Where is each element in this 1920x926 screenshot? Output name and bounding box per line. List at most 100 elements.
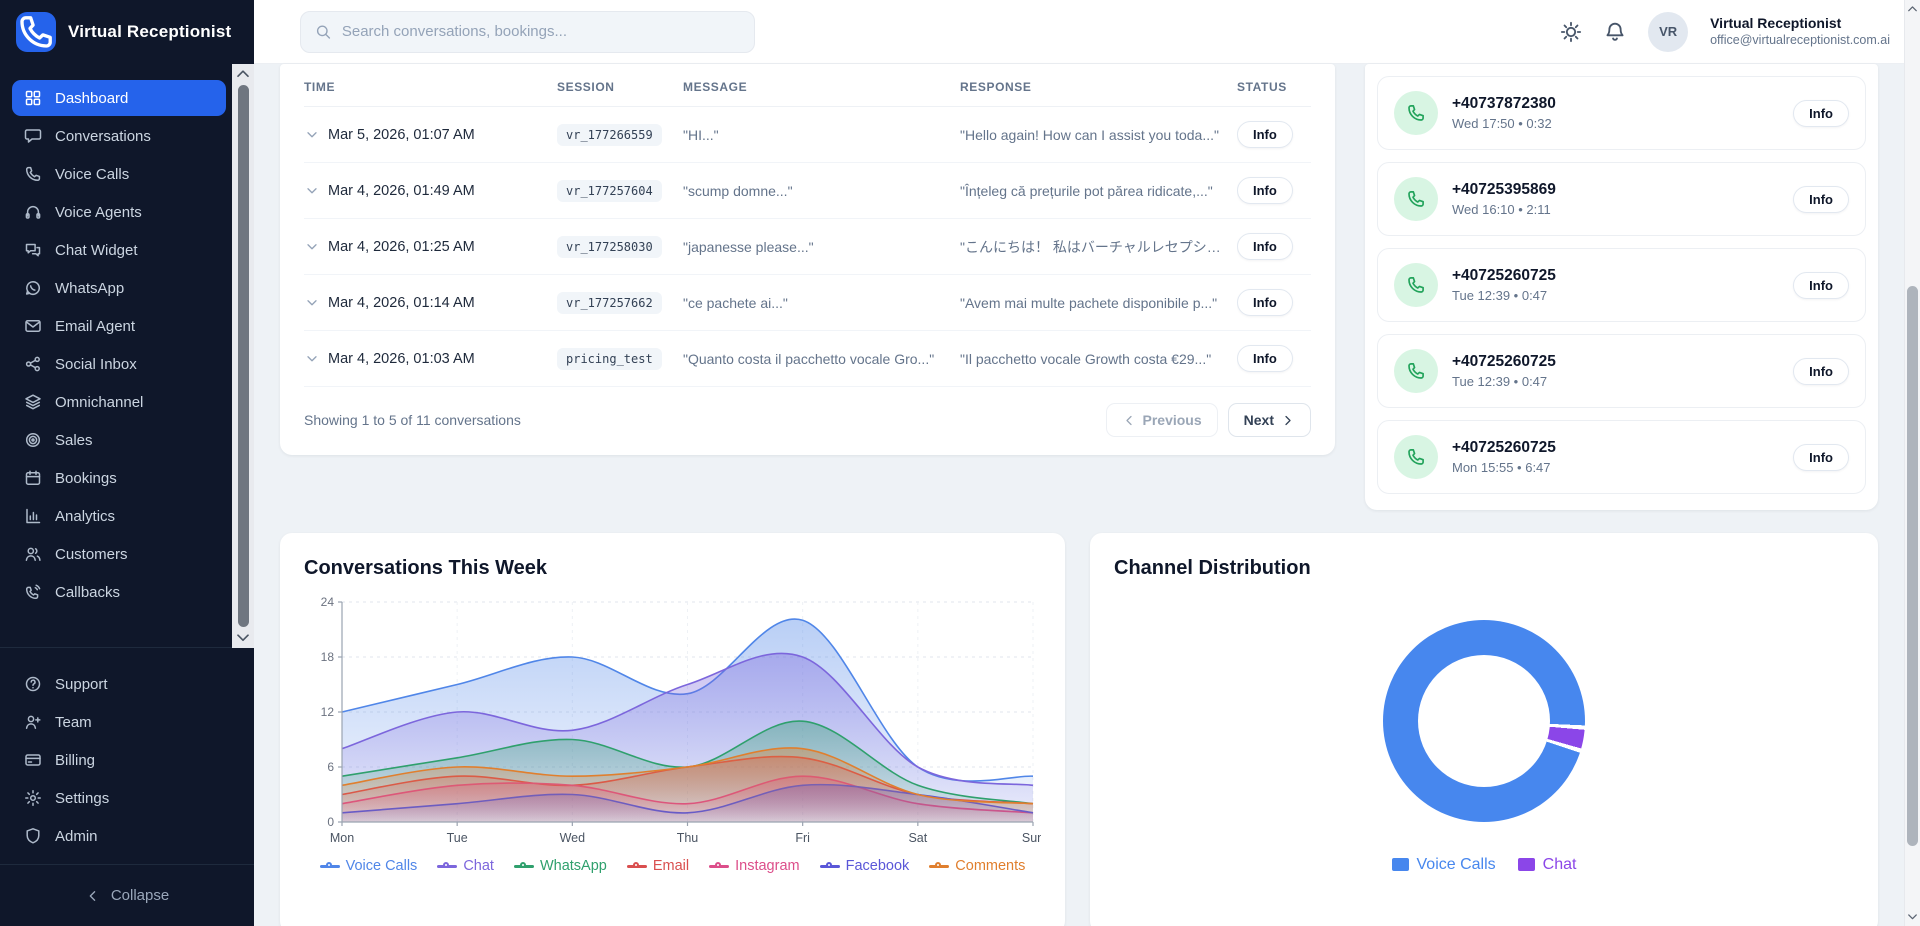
sidebar-scrollbar-thumb[interactable] — [237, 85, 249, 627]
sidebar-item-label: Bookings — [55, 469, 117, 487]
row-message: "ce pachete ai..." — [683, 294, 788, 311]
search-input[interactable] — [341, 23, 740, 40]
sidebar-item-voice-agents[interactable]: Voice Agents — [12, 194, 226, 230]
scroll-up-icon[interactable] — [1905, 0, 1920, 18]
sidebar-item-callbacks[interactable]: Callbacks — [12, 574, 226, 610]
sidebar-item-email-agent[interactable]: Email Agent — [12, 308, 226, 344]
sidebar-item-bookings[interactable]: Bookings — [12, 460, 226, 496]
svg-text:Thu: Thu — [677, 831, 699, 845]
call-list-item[interactable]: +40725260725 Mon 15:55 • 6:47 Info — [1377, 420, 1866, 494]
call-time-duration: Tue 12:39 • 0:47 — [1452, 288, 1548, 303]
legend-item-comments[interactable]: Comments — [929, 858, 1025, 874]
legend-item-instagram[interactable]: Instagram — [709, 858, 800, 874]
window-scrollbar[interactable] — [1904, 0, 1920, 926]
call-list-item[interactable]: +40725260725 Tue 12:39 • 0:47 Info — [1377, 334, 1866, 408]
table-row[interactable]: Mar 4, 2026, 01:03 AM pricing_test "Quanto… — [304, 331, 1311, 387]
expand-row-chevron-icon[interactable] — [304, 295, 320, 311]
search-box — [300, 10, 755, 53]
sidebar-item-dashboard[interactable]: Dashboard — [12, 80, 226, 116]
sidebar-item-settings[interactable]: Settings — [12, 780, 240, 816]
sidebar-item-social-inbox[interactable]: Social Inbox — [12, 346, 226, 382]
call-info-button[interactable]: Info — [1793, 443, 1849, 471]
sidebar-collapse-button[interactable]: Collapse — [0, 865, 254, 926]
info-button[interactable]: Info — [1237, 121, 1293, 148]
info-button[interactable]: Info — [1237, 345, 1293, 372]
legend-swatch — [1517, 858, 1535, 871]
theme-toggle-sun-icon[interactable] — [1560, 21, 1582, 43]
call-list-item[interactable]: +40725395869 Wed 16:10 • 2:11 Info — [1377, 162, 1866, 236]
next-button[interactable]: Next — [1227, 403, 1311, 437]
table-row[interactable]: Mar 4, 2026, 01:14 AM vr_177257662 "ce pac… — [304, 275, 1311, 331]
chat-icon — [24, 127, 42, 145]
donut-legend-item-chat[interactable]: Chat — [1517, 856, 1576, 874]
logo-row: Virtual Receptionist — [0, 0, 254, 64]
sidebar-item-analytics[interactable]: Analytics — [12, 498, 226, 534]
notifications-bell-icon[interactable] — [1604, 21, 1626, 43]
call-info-button[interactable]: Info — [1793, 271, 1849, 299]
chevron-right-icon — [1280, 413, 1295, 428]
call-list-item[interactable]: +40737872380 Wed 17:50 • 0:32 Info — [1377, 76, 1866, 150]
sidebar-item-omnichannel[interactable]: Omnichannel — [12, 384, 226, 420]
expand-row-chevron-icon[interactable] — [304, 183, 320, 199]
column-header-message: MESSAGE — [683, 80, 748, 94]
scrollbar-thumb[interactable] — [1907, 286, 1918, 846]
sidebar-scroll-up-icon[interactable] — [232, 64, 254, 84]
info-button[interactable]: Info — [1237, 177, 1293, 204]
row-time: Mar 4, 2026, 01:03 AM — [328, 350, 475, 367]
sidebar-item-support[interactable]: Support — [12, 666, 240, 702]
user-avatar[interactable]: VR — [1648, 11, 1689, 52]
topbar-right: VR Virtual Receptionist office@virtualre… — [1560, 11, 1890, 52]
donut-legend: Voice Calls Chat — [1391, 856, 1576, 874]
sidebar-item-label: Chat Widget — [55, 241, 138, 259]
svg-text:18: 18 — [321, 650, 335, 664]
legend-item-whatsapp[interactable]: WhatsApp — [513, 858, 607, 874]
legend-swatch — [1391, 858, 1409, 871]
sidebar-item-whatsapp[interactable]: WhatsApp — [12, 270, 226, 306]
sidebar-scrollbar[interactable] — [232, 64, 254, 648]
chat-widget-icon — [24, 241, 42, 259]
call-phone-icon — [1394, 91, 1438, 135]
legend-item-voice-calls[interactable]: Voice Calls — [319, 858, 417, 874]
call-info-button[interactable]: Info — [1793, 185, 1849, 213]
sidebar-item-team[interactable]: Team — [12, 704, 240, 740]
previous-button[interactable]: Previous — [1105, 403, 1218, 437]
table-row[interactable]: Mar 4, 2026, 01:25 AM vr_177258030 "japane… — [304, 219, 1311, 275]
user-email: office@virtualreceptionist.com.ai — [1710, 33, 1890, 48]
sidebar-item-conversations[interactable]: Conversations — [12, 118, 226, 154]
donut-legend-item-voice-calls[interactable]: Voice Calls — [1391, 856, 1496, 874]
app-logo-phone-icon — [16, 12, 56, 52]
expand-row-chevron-icon[interactable] — [304, 351, 320, 367]
sidebar-item-customers[interactable]: Customers — [12, 536, 226, 572]
expand-row-chevron-icon[interactable] — [304, 239, 320, 255]
table-row[interactable]: Mar 5, 2026, 01:07 AM vr_177266559 "HI..."… — [304, 107, 1311, 163]
svg-text:Tue: Tue — [447, 831, 468, 845]
call-info-button[interactable]: Info — [1793, 357, 1849, 385]
legend-item-email[interactable]: Email — [626, 858, 689, 874]
expand-row-chevron-icon[interactable] — [304, 127, 320, 143]
sidebar-item-admin[interactable]: Admin — [12, 818, 240, 854]
info-button[interactable]: Info — [1237, 233, 1293, 260]
sidebar-item-voice-calls[interactable]: Voice Calls — [12, 156, 226, 192]
row-response: "Înțeleg că prețurile pot părea ridicate… — [960, 182, 1213, 199]
headset-icon — [24, 203, 42, 221]
call-info-button[interactable]: Info — [1793, 99, 1849, 127]
whatsapp-icon — [24, 279, 42, 297]
column-header-time: TIME — [304, 80, 336, 94]
call-list-item[interactable]: +40725260725 Tue 12:39 • 0:47 Info — [1377, 248, 1866, 322]
call-phone-icon — [1394, 177, 1438, 221]
sidebar-item-billing[interactable]: Billing — [12, 742, 240, 778]
info-button[interactable]: Info — [1237, 289, 1293, 316]
sidebar-scroll-down-icon[interactable] — [232, 628, 254, 648]
scroll-down-icon[interactable] — [1905, 908, 1920, 926]
legend-item-chat[interactable]: Chat — [437, 858, 494, 874]
sidebar-item-sales[interactable]: Sales — [12, 422, 226, 458]
legend-item-facebook[interactable]: Facebook — [819, 858, 909, 874]
row-response: "Il pacchetto vocale Growth costa €29...… — [960, 350, 1212, 367]
call-number: +40725260725 — [1452, 439, 1556, 456]
sidebar-item-chat-widget[interactable]: Chat Widget — [12, 232, 226, 268]
scrollbar-track[interactable] — [1905, 18, 1920, 908]
table-row[interactable]: Mar 4, 2026, 01:49 AM vr_177257604 "scump … — [304, 163, 1311, 219]
target-icon — [24, 431, 42, 449]
legend-label: Chat — [463, 858, 494, 874]
